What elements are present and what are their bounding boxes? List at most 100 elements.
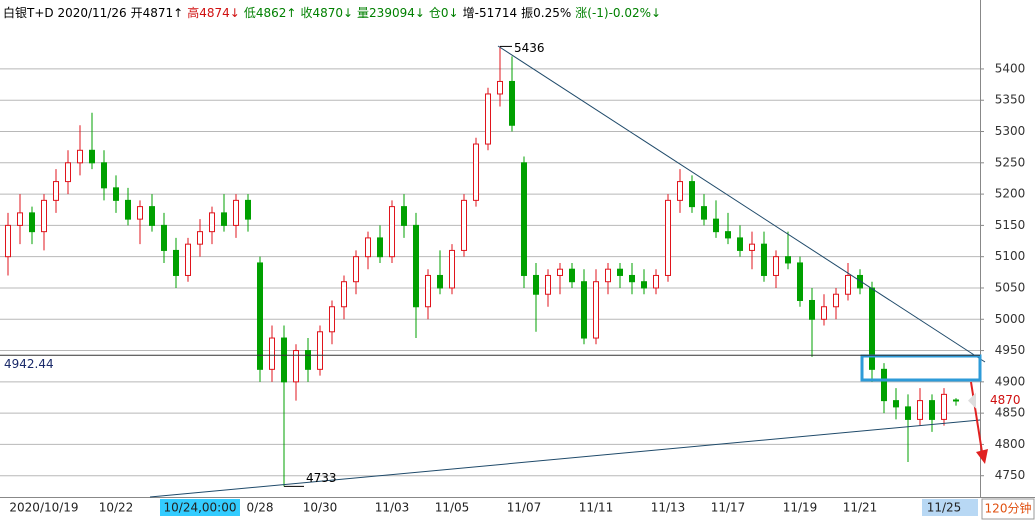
candle-body	[293, 350, 299, 383]
y-tick-label: 5050	[995, 280, 1026, 294]
y-tick-label: 5300	[995, 124, 1026, 138]
candle-body	[929, 400, 935, 420]
y-tick-label: 5400	[995, 61, 1026, 75]
y-tick-label: 5200	[995, 187, 1026, 201]
x-tick-label: 11/17	[711, 501, 746, 515]
candle-body	[581, 281, 587, 339]
candle-body	[917, 400, 923, 420]
x-tick-label: 11/13	[651, 501, 686, 515]
y-tick-label: 5100	[995, 249, 1026, 263]
candle-body	[233, 199, 239, 226]
candle-body	[221, 212, 227, 226]
candle-body	[869, 287, 875, 370]
candle-body	[605, 268, 611, 283]
candle-body	[797, 262, 803, 301]
y-tick-label: 4750	[995, 468, 1026, 482]
candle-body	[341, 281, 347, 308]
x-tick-label: 10/30	[303, 501, 338, 515]
candle-body	[473, 143, 479, 201]
candle-body	[701, 206, 707, 220]
candle-body	[545, 274, 551, 295]
highlight-box	[860, 354, 982, 382]
candle-body	[905, 406, 911, 420]
candle-body	[497, 80, 503, 95]
candle-body	[677, 181, 683, 201]
candle-body	[77, 149, 83, 164]
candle-body	[449, 249, 455, 289]
y-tick-label: 4800	[995, 437, 1026, 451]
candle-body	[509, 80, 515, 126]
candle-body	[689, 181, 695, 208]
y-tick-label: 5350	[995, 93, 1026, 107]
header-item: 振0.25%	[521, 6, 571, 20]
date-label-bg	[922, 499, 978, 516]
candle-body	[665, 199, 671, 276]
candle-body	[941, 393, 947, 420]
x-tick-label: 11/07	[507, 501, 542, 515]
candle-body	[101, 162, 107, 189]
candle-body	[593, 281, 599, 339]
candle-body	[773, 256, 779, 276]
candle-body	[365, 237, 371, 258]
candle-body	[305, 350, 311, 370]
x-tick-label: 2020/10/19	[9, 501, 78, 515]
candle-body	[185, 243, 191, 276]
candle-body	[5, 224, 11, 258]
price-line-label: 4942.44	[4, 357, 54, 371]
candle-body	[257, 262, 263, 370]
candle-body	[953, 399, 959, 402]
header-item: 涨(-1)-0.02%↓	[575, 5, 661, 20]
candle-body	[761, 243, 767, 276]
y-tick-label: 5150	[995, 218, 1026, 232]
header-item: 增-51714	[463, 6, 518, 20]
candle-body	[269, 337, 275, 370]
candle-body	[521, 162, 527, 276]
candle-body	[413, 224, 419, 308]
candle-body	[653, 274, 659, 289]
candle-body	[17, 212, 23, 226]
y-tick-label: 4850	[995, 406, 1026, 420]
candle-body	[485, 93, 491, 145]
candle-body	[377, 237, 383, 258]
candle-body	[401, 206, 407, 226]
candle-body	[161, 224, 167, 251]
header-item: 量239094↓	[357, 6, 425, 20]
period-box	[981, 498, 1035, 520]
candle-body	[65, 162, 71, 183]
x-tick-label: 11/25	[927, 501, 962, 515]
candle-body	[893, 400, 899, 408]
candle-body	[125, 199, 131, 220]
header-item: 白银T+D 2020/11/26	[3, 5, 127, 20]
header-item: 开4871↑	[131, 6, 184, 20]
header-item: 收4870↓	[300, 6, 353, 20]
candle-body	[725, 231, 731, 239]
period-label: 120分钟	[985, 501, 1032, 516]
candle-body	[641, 281, 647, 289]
candle-body	[41, 199, 47, 233]
candle-body	[389, 206, 395, 258]
candle-body	[881, 368, 887, 402]
x-tick-label: 11/19	[783, 501, 818, 515]
last-price-label: 4870	[990, 393, 1021, 407]
candle-body	[533, 274, 539, 295]
x-tick-label: 11/21	[843, 501, 878, 515]
arrow	[970, 381, 983, 453]
min-label: 4733	[306, 471, 337, 485]
candle-body	[245, 199, 251, 220]
candle-body	[557, 268, 563, 276]
cursor-label-bg	[160, 499, 240, 516]
candle-body	[629, 274, 635, 283]
header-item: 高4874↓	[187, 5, 240, 20]
header-item: 仓0↓	[429, 6, 459, 20]
candle-body	[281, 337, 287, 383]
candle-body	[29, 212, 35, 233]
candle-body	[749, 243, 755, 251]
candle-body	[137, 206, 143, 220]
candle-body	[173, 249, 179, 276]
candle-body	[113, 187, 119, 201]
candle-body	[737, 237, 743, 251]
x-tick-label: 11/05	[435, 501, 470, 515]
candle-body	[317, 331, 323, 370]
